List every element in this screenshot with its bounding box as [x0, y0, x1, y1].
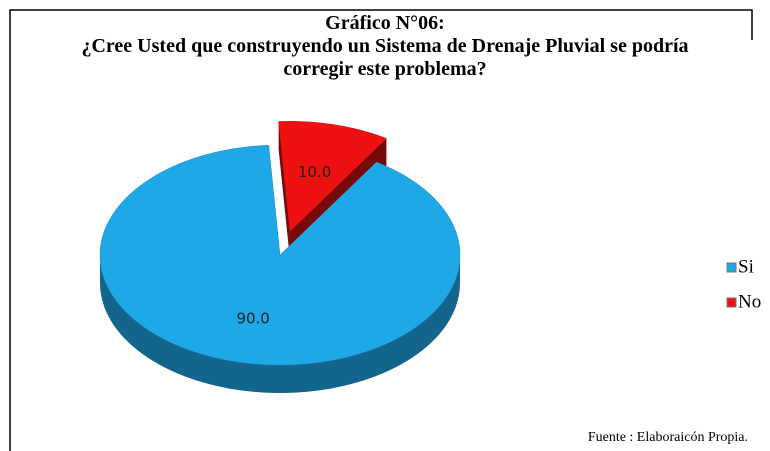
source-note: Fuente : Elaboraicón Propia. [588, 430, 748, 445]
titles: Gráfico N°06: ¿Cree Usted que construyen… [40, 12, 730, 81]
slice [278, 121, 387, 232]
data-label: 10.0 [298, 163, 331, 181]
slice [99, 144, 461, 366]
slice-side [100, 255, 460, 393]
chart-title: Gráfico N°06: [325, 12, 445, 34]
legend-swatch [726, 297, 737, 308]
data-label: 90.0 [236, 309, 269, 327]
legend-label: Si [738, 256, 754, 277]
chart-subtitle: ¿Cree Usted que construyendo un Sistema … [81, 35, 689, 80]
frame [9, 9, 753, 451]
legend-swatch [726, 262, 737, 273]
legend-label: No [738, 291, 761, 312]
slice-edge [278, 121, 290, 260]
